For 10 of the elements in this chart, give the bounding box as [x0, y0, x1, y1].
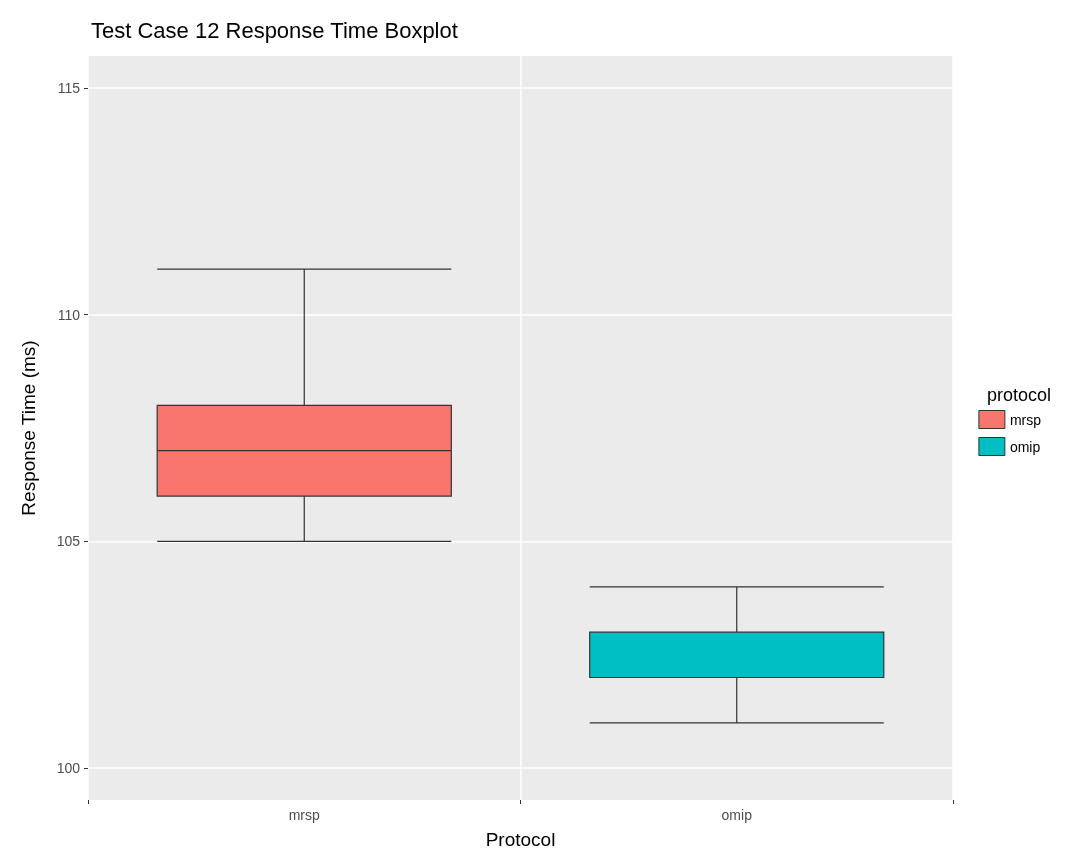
legend-label: mrsp	[1009, 411, 1042, 428]
y-tick-label: 115	[57, 79, 81, 96]
chart-title: Test Case 12 Response Time Boxplot	[91, 17, 458, 43]
legend-title: protocol	[986, 385, 1052, 405]
y-tick-label: 105	[56, 533, 81, 550]
legend-label: omip	[1009, 438, 1041, 455]
y-axis-title: Response Time (ms)	[18, 340, 39, 516]
x-axis-title: Protocol	[485, 829, 556, 850]
y-tick-label: 110	[57, 306, 81, 323]
y-tick-label: 100	[56, 760, 81, 777]
